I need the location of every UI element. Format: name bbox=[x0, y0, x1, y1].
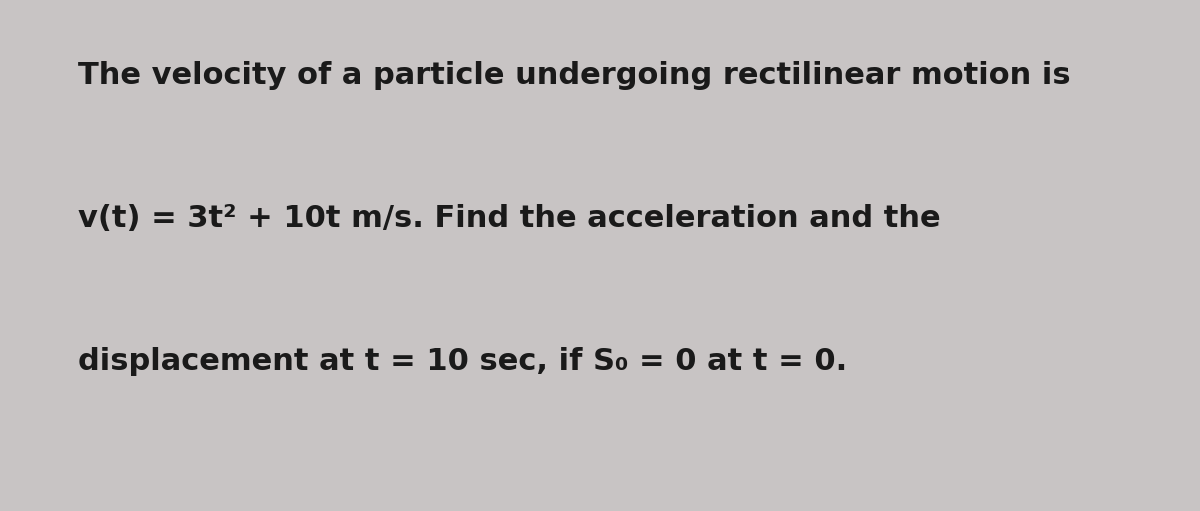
Text: displacement at t = 10 sec, if S₀ = 0 at t = 0.: displacement at t = 10 sec, if S₀ = 0 at… bbox=[78, 347, 847, 377]
Text: The velocity of a particle undergoing rectilinear motion is: The velocity of a particle undergoing re… bbox=[78, 61, 1070, 90]
Text: v(t) = 3t² + 10t m/s. Find the acceleration and the: v(t) = 3t² + 10t m/s. Find the accelerat… bbox=[78, 204, 941, 234]
